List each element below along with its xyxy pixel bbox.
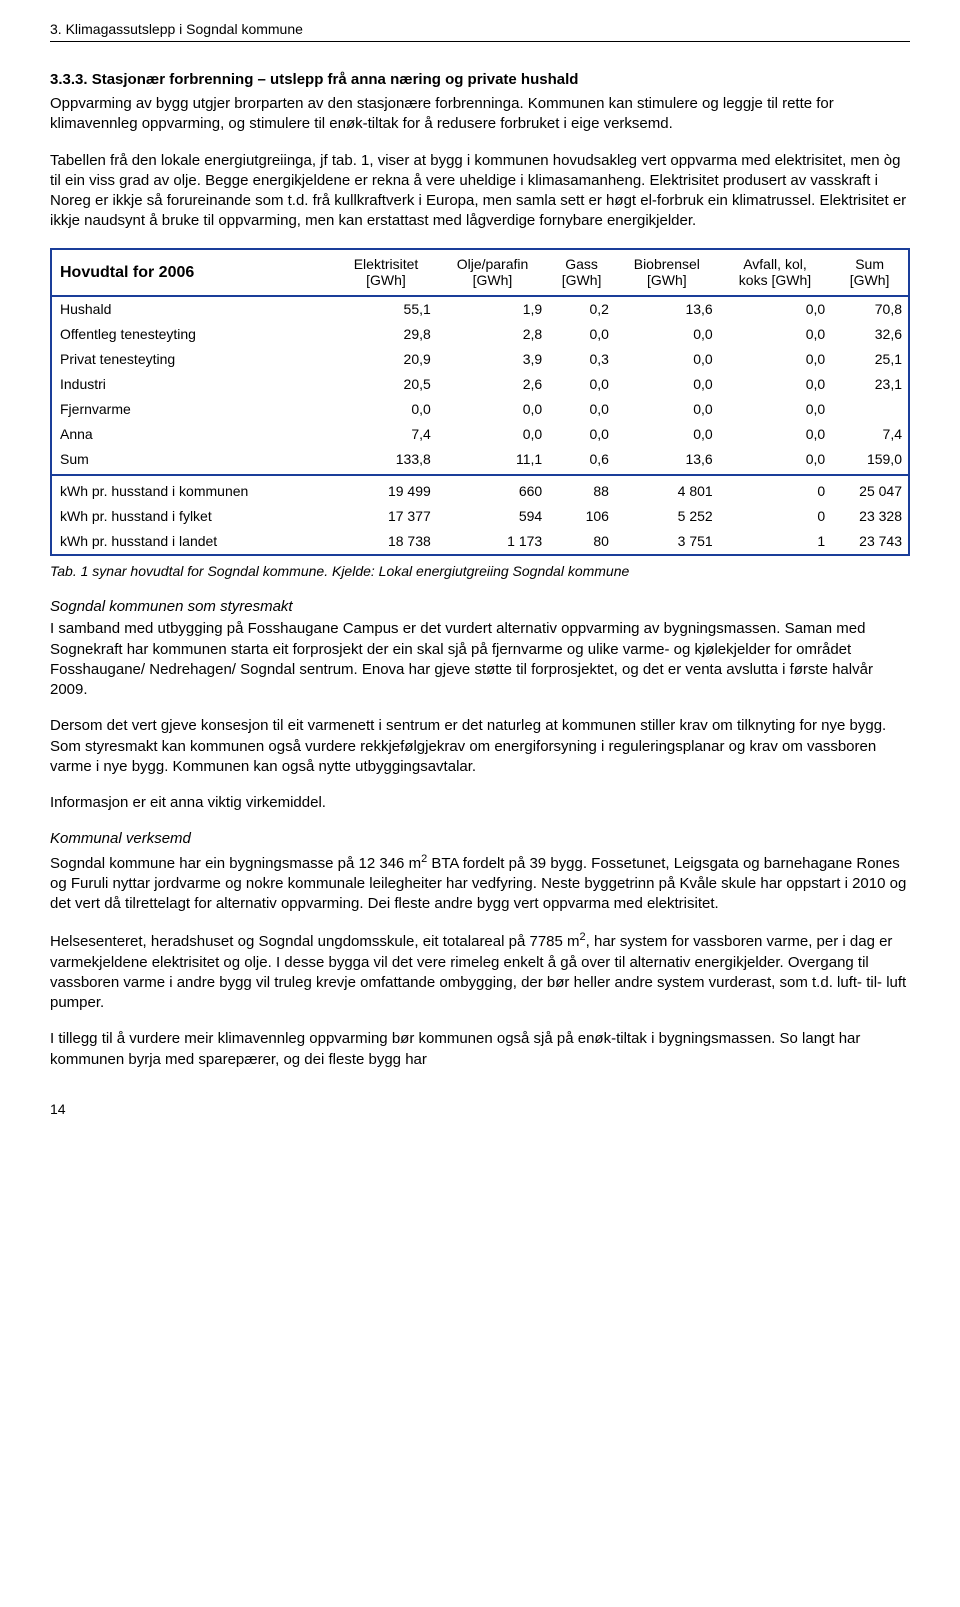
table-row: Industri20,52,60,00,00,023,1 xyxy=(52,372,908,397)
data-table: Hovudtal for 2006 Elektrisitet[GWh] Olje… xyxy=(50,248,910,557)
col-header: Avfall, kol,koks [GWh] xyxy=(719,250,831,297)
paragraph: I tillegg til å vurdere meir klimavennle… xyxy=(50,1029,910,1070)
table-row: kWh pr. husstand i kommunen19 499660884 … xyxy=(52,475,908,504)
paragraph: Dersom det vert gjeve konsesjon til eit … xyxy=(50,716,910,777)
paragraph: Tabellen frå den lokale energiutgreiinga… xyxy=(50,151,910,232)
table-row: Sum133,811,10,613,60,0159,0 xyxy=(52,447,908,476)
subheading: Sogndal kommunen som styresmakt xyxy=(50,597,910,617)
page-header: 3. Klimagassutslepp i Sogndal kommune xyxy=(50,20,910,42)
paragraph: Oppvarming av bygg utgjer brorparten av … xyxy=(50,94,910,135)
col-header: Biobrensel[GWh] xyxy=(615,250,719,297)
table-row: Hushald55,11,90,213,60,070,8 xyxy=(52,296,908,322)
table-row: kWh pr. husstand i landet18 7381 173803 … xyxy=(52,529,908,554)
col-header: Gass[GWh] xyxy=(548,250,615,297)
table-row: Privat tenesteyting20,93,90,30,00,025,1 xyxy=(52,347,908,372)
col-header: Sum[GWh] xyxy=(831,250,908,297)
paragraph: Helsesenteret, heradshuset og Sogndal un… xyxy=(50,930,910,1013)
table-row: Offentleg tenesteyting29,82,80,00,00,032… xyxy=(52,322,908,347)
table-caption: Tab. 1 synar hovudtal for Sogndal kommun… xyxy=(50,562,910,581)
paragraph: Informasjon er eit anna viktig virkemidd… xyxy=(50,793,910,813)
paragraph: I samband med utbygging på Fosshaugane C… xyxy=(50,619,910,700)
table-row: kWh pr. husstand i fylket17 3775941065 2… xyxy=(52,504,908,529)
subheading: Kommunal verksemd xyxy=(50,829,910,849)
table-row: Anna7,40,00,00,00,07,4 xyxy=(52,422,908,447)
section-title: 3.3.3. Stasjonær forbrenning – utslepp f… xyxy=(50,70,910,90)
table-title: Hovudtal for 2006 xyxy=(52,250,335,297)
col-header: Elektrisitet[GWh] xyxy=(335,250,437,297)
table-row: Fjernvarme0,00,00,00,00,0 xyxy=(52,397,908,422)
col-header: Olje/parafin[GWh] xyxy=(437,250,548,297)
page-number: 14 xyxy=(50,1100,910,1119)
paragraph: Sogndal kommune har ein bygningsmasse på… xyxy=(50,852,910,915)
